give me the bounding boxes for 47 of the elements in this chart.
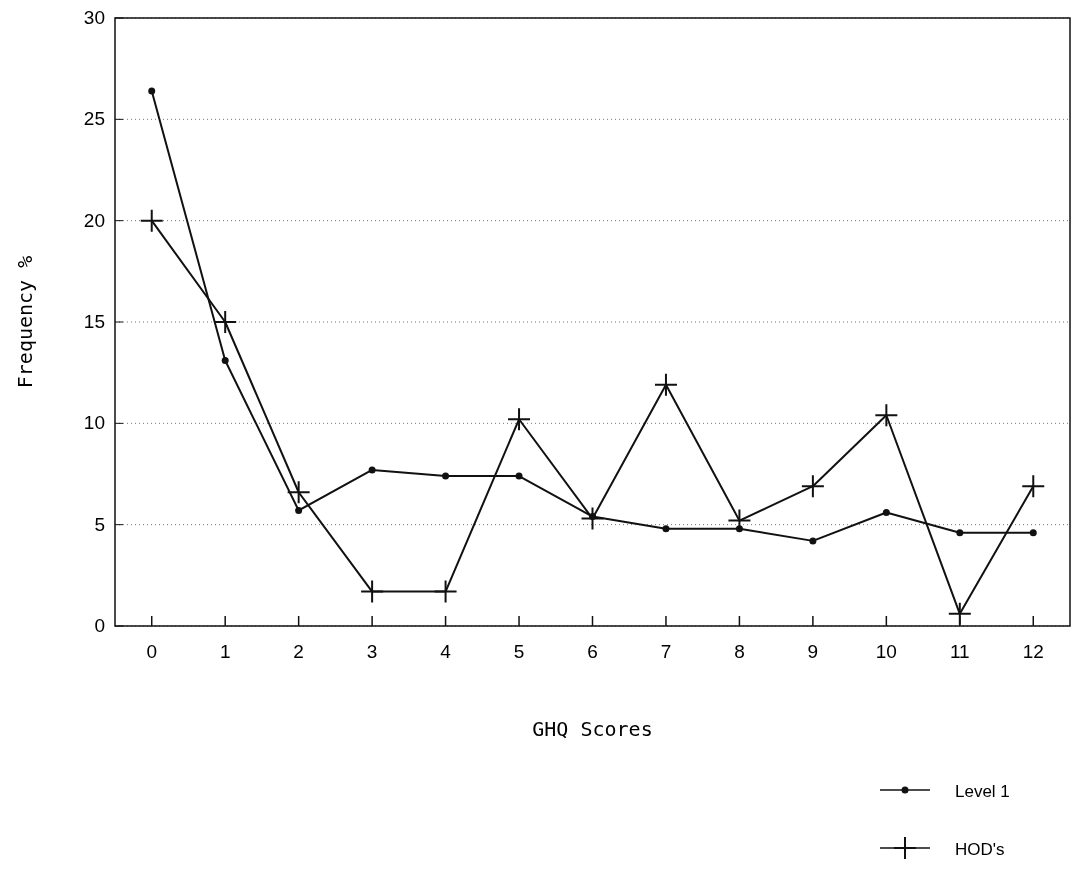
x-tick-label: 1 <box>219 641 231 662</box>
x-tick-label: 12 <box>1022 641 1044 662</box>
point <box>875 404 898 427</box>
point <box>882 509 890 517</box>
y-tick-label: 30 <box>83 7 105 28</box>
point <box>654 373 677 396</box>
y-axis-title: Frequency % <box>13 255 37 389</box>
point <box>221 357 229 365</box>
y-tick-label: 10 <box>83 412 105 434</box>
point <box>809 537 817 545</box>
x-tick-label: 10 <box>875 641 897 662</box>
point <box>368 466 376 474</box>
x-tick-label: 0 <box>146 641 158 662</box>
y-tick-label: 5 <box>94 513 105 535</box>
x-tick-label: 5 <box>513 641 525 662</box>
point <box>508 408 531 431</box>
x-axis-title: GHQ Scores <box>532 717 653 741</box>
point <box>442 472 450 480</box>
x-tick-label: 9 <box>807 641 819 662</box>
legend-label: Level 1 <box>955 782 1010 801</box>
point <box>434 580 457 603</box>
point <box>735 525 743 533</box>
y-tick-label: 20 <box>83 209 105 231</box>
x-tick-label: 7 <box>660 641 672 662</box>
point <box>1029 529 1037 537</box>
point <box>295 506 303 514</box>
x-tick-label: 8 <box>734 641 745 662</box>
point <box>140 209 163 232</box>
x-tick-label: 3 <box>366 641 378 662</box>
x-tick-label: 6 <box>587 641 598 662</box>
x-tick-label: 11 <box>949 641 970 662</box>
y-tick-label: 25 <box>83 108 105 130</box>
y-tick-label: 0 <box>94 615 105 636</box>
x-tick-label: 4 <box>440 641 452 662</box>
point <box>956 529 964 537</box>
point <box>948 602 971 625</box>
point <box>662 525 670 533</box>
x-tick-label: 2 <box>293 641 304 662</box>
point <box>361 580 384 603</box>
point <box>515 472 523 480</box>
point <box>287 481 310 504</box>
point <box>801 475 824 498</box>
point <box>148 87 156 95</box>
legend-label: HOD's <box>955 840 1005 859</box>
point <box>1022 475 1045 498</box>
y-tick-label: 15 <box>83 311 105 332</box>
point <box>214 311 237 333</box>
